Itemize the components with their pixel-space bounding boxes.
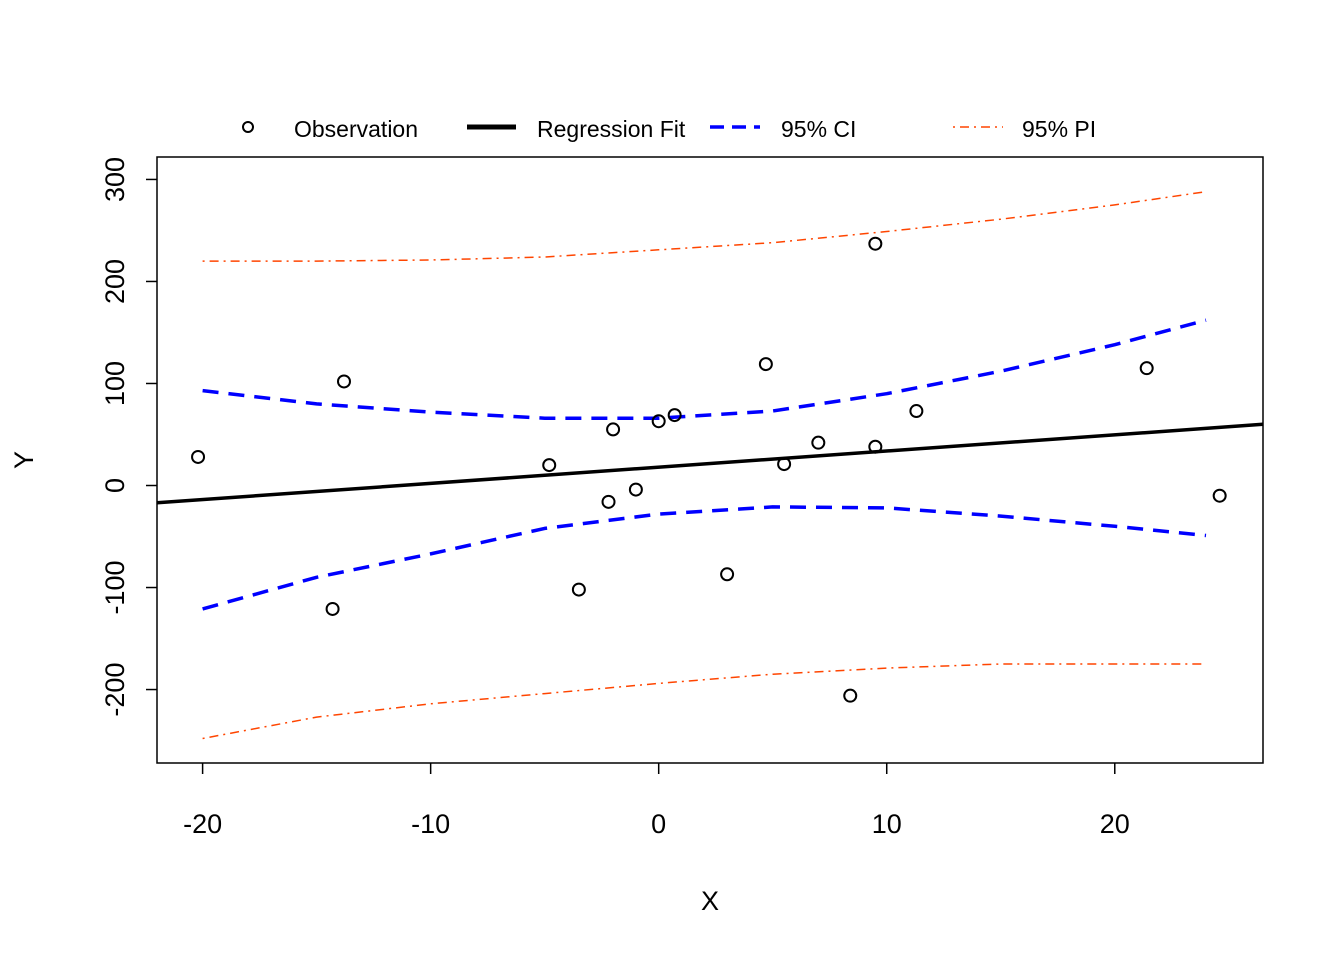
observation-point: [601, 494, 616, 509]
legend-label: Observation: [294, 116, 418, 142]
observation-point: [325, 601, 340, 616]
observation-point: [667, 408, 682, 423]
observation-point: [868, 236, 883, 251]
x-tick-label: -20: [183, 809, 222, 839]
x-tick-label: 10: [872, 809, 902, 839]
observation-point: [628, 482, 643, 497]
ci-upper-line: [202, 318, 1207, 420]
y-tick-label: -200: [100, 663, 130, 717]
x-tick-label: 0: [651, 809, 666, 839]
observation-point: [606, 422, 621, 437]
observation-point: [191, 449, 206, 464]
y-tick-label: 200: [100, 259, 130, 304]
observation-point: [777, 457, 792, 472]
legend-label: 95% PI: [1022, 116, 1096, 142]
legend-observation-symbol: [242, 121, 254, 133]
pi-lower-line: [202, 663, 1206, 740]
y-tick-label: 100: [100, 361, 130, 406]
observation-point: [1139, 361, 1154, 376]
observation-point: [571, 582, 586, 597]
y-tick-label: -100: [100, 561, 130, 615]
y-tick-label: 0: [100, 478, 130, 493]
pi-upper-line: [202, 190, 1207, 262]
legend-label: Regression Fit: [537, 116, 686, 142]
observation-point: [843, 688, 858, 703]
regression-fit-line: [157, 422, 1263, 505]
plot-area: [157, 190, 1263, 740]
observation-point: [758, 357, 773, 372]
legend: Observation Regression Fit 95% CI 95% PI: [242, 116, 1096, 142]
ci-lower-line: [202, 505, 1207, 611]
observation-point: [909, 404, 924, 419]
observation-point: [651, 414, 666, 429]
observation-point: [542, 458, 557, 473]
y-tick-label: 300: [100, 157, 130, 202]
y-axis-title: Y: [9, 451, 39, 469]
x-tick-label: 20: [1100, 809, 1130, 839]
observation-point: [336, 374, 351, 389]
legend-label: 95% CI: [781, 116, 856, 142]
x-tick-label: -10: [411, 809, 450, 839]
x-axis-title: X: [701, 886, 719, 916]
observation-point: [1212, 488, 1227, 503]
observation-point: [811, 435, 826, 450]
observation-point: [720, 567, 735, 582]
plot-frame: [156, 156, 1264, 764]
observation-point: [868, 439, 883, 454]
